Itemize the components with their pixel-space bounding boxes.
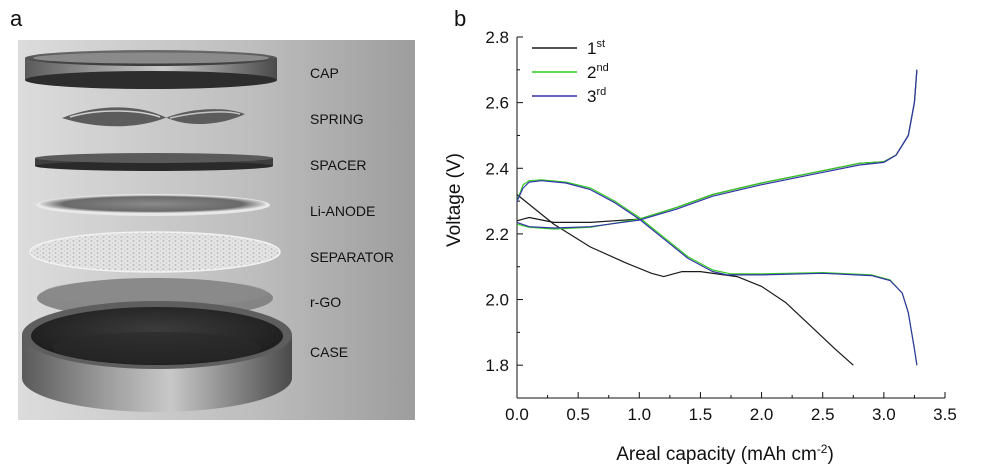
x-tick-label: 3.0 [872, 405, 896, 424]
label-spring: SPRING [310, 111, 364, 127]
series-line-1st [516, 69, 918, 223]
label-separator: SEPARATOR [310, 249, 394, 265]
legend-label-3rd: 3rd [587, 86, 606, 106]
panel-a: a [0, 0, 460, 465]
label-cap: CAP [310, 65, 339, 81]
y-tick-label: 2.4 [485, 159, 509, 178]
case-part [22, 301, 292, 412]
x-tick-label: 0.5 [566, 405, 590, 424]
panel-b-letter: b [454, 6, 467, 31]
series-line-3rd [516, 180, 918, 366]
chart-axes: 1.8 2.0 2.2 2.4 2.6 2.8 0.0 0.5 1.0 1.5 2.0 2.5 3.0 3… [485, 28, 956, 424]
x-axis-label: Areal capacity (mAh cm-2) [616, 442, 834, 465]
y-tick-label: 2.2 [485, 225, 509, 244]
chart-legend: 1st 2nd 3rd [532, 38, 609, 106]
x-tick-label: 3.5 [933, 405, 957, 424]
y-tick-label: 2.0 [485, 291, 509, 310]
y-tick-label: 2.6 [485, 94, 509, 113]
panel-b: b 1.8 2.0 2.2 2.4 2.6 2.8 0.0 0.5 1.0 1.5 2.0 2.5 3.… [430, 0, 985, 465]
coin-cell-illustration: CAP SPRING SPACER Li-ANODE SEPARATOR r-G… [18, 40, 415, 420]
panel-a-letter: a [10, 6, 23, 31]
label-case: CASE [310, 344, 348, 360]
legend-label-1st: 1st [587, 38, 605, 58]
x-tick-label: 1.5 [689, 405, 713, 424]
x-axis-label-close: ) [827, 444, 833, 465]
separator-part [29, 231, 281, 273]
y-tick-label: 2.8 [485, 28, 509, 47]
y-axis-label: Voltage (V) [444, 153, 465, 247]
spring-part [62, 107, 245, 127]
legend-label-2nd: 2nd [587, 62, 609, 82]
cap-part [25, 50, 277, 89]
series-line-2nd [516, 69, 918, 230]
series-line-1st [516, 194, 854, 366]
x-axis-label-text: Areal capacity (mAh cm [616, 444, 817, 465]
x-tick-label: 1.0 [627, 405, 651, 424]
x-tick-label: 0.0 [505, 405, 529, 424]
x-tick-label: 2.5 [811, 405, 835, 424]
voltage-chart: 1.8 2.0 2.2 2.4 2.6 2.8 0.0 0.5 1.0 1.5 2.0 2.5 3.0 3… [444, 28, 957, 465]
label-li-anode: Li-ANODE [310, 203, 375, 219]
spacer-part [35, 153, 273, 171]
series-line-3rd [516, 69, 918, 229]
y-tick-label: 1.8 [485, 356, 509, 375]
chart-lines [516, 69, 918, 366]
li-anode-part [36, 194, 270, 216]
label-r-go: r-GO [310, 294, 341, 310]
label-spacer: SPACER [310, 157, 367, 173]
x-axis-label-sup: -2 [817, 442, 828, 456]
x-tick-label: 2.0 [750, 405, 774, 424]
